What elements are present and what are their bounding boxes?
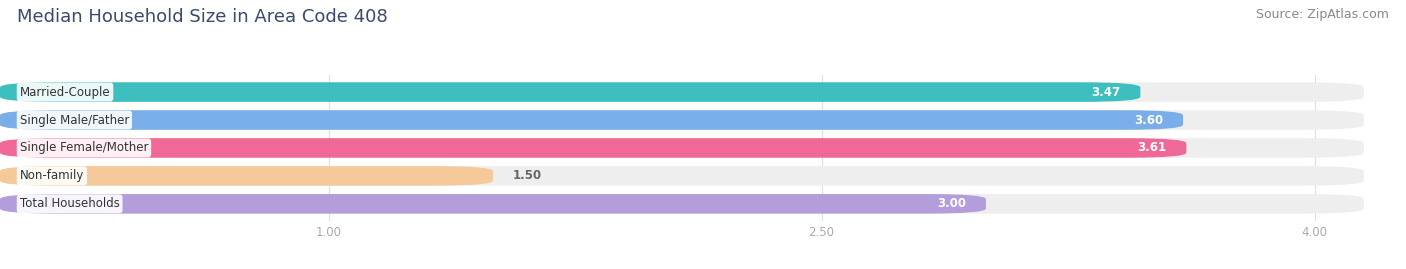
Text: 3.61: 3.61 [1137, 141, 1167, 154]
FancyBboxPatch shape [0, 110, 1182, 130]
FancyBboxPatch shape [0, 138, 1364, 158]
Text: Single Female/Mother: Single Female/Mother [20, 141, 148, 154]
Text: Source: ZipAtlas.com: Source: ZipAtlas.com [1256, 8, 1389, 21]
Text: Median Household Size in Area Code 408: Median Household Size in Area Code 408 [17, 8, 388, 26]
FancyBboxPatch shape [0, 138, 1187, 158]
FancyBboxPatch shape [0, 110, 1364, 130]
Text: Non-family: Non-family [20, 169, 84, 182]
FancyBboxPatch shape [0, 166, 494, 186]
Text: Total Households: Total Households [20, 197, 120, 210]
Text: Married-Couple: Married-Couple [20, 86, 110, 98]
Text: Single Male/Father: Single Male/Father [20, 114, 129, 126]
Text: 3.47: 3.47 [1091, 86, 1121, 98]
FancyBboxPatch shape [0, 194, 1364, 214]
Text: 1.50: 1.50 [513, 169, 541, 182]
FancyBboxPatch shape [0, 82, 1140, 102]
Text: 3.00: 3.00 [938, 197, 966, 210]
FancyBboxPatch shape [0, 166, 1364, 186]
Text: 3.60: 3.60 [1135, 114, 1163, 126]
FancyBboxPatch shape [0, 82, 1364, 102]
FancyBboxPatch shape [0, 194, 986, 214]
